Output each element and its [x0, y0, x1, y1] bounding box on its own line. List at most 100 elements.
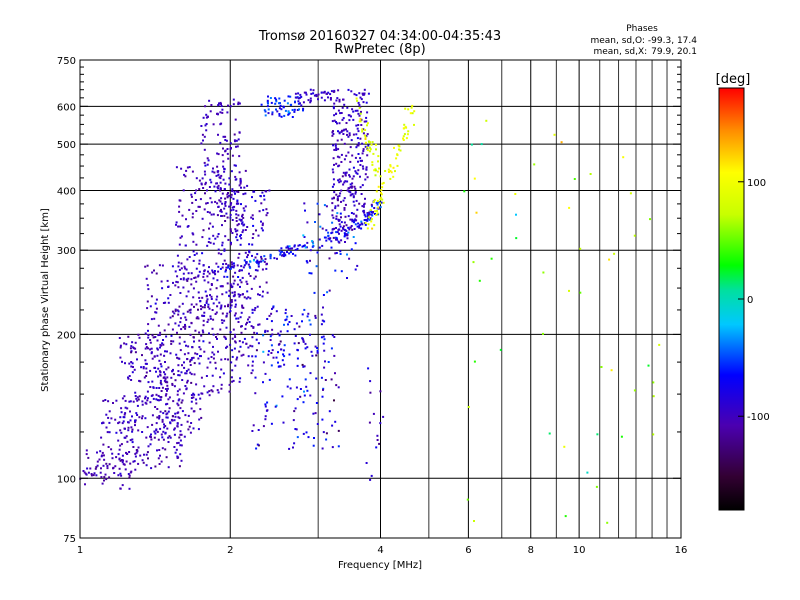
- data-point: [325, 438, 328, 441]
- data-point: [183, 173, 186, 176]
- data-point: [160, 344, 163, 347]
- data-point: [283, 114, 286, 117]
- data-point: [232, 295, 235, 298]
- data-point: [251, 430, 254, 432]
- data-point: [357, 169, 360, 172]
- data-point: [233, 293, 236, 296]
- data-point: [296, 96, 299, 99]
- data-point: [589, 173, 592, 175]
- data-point: [223, 249, 226, 252]
- data-point: [232, 103, 235, 106]
- data-point: [373, 207, 376, 209]
- data-point: [376, 212, 379, 215]
- data-point: [249, 266, 252, 269]
- data-point: [288, 321, 291, 323]
- data-point: [242, 229, 245, 232]
- data-point: [236, 283, 239, 286]
- data-point: [297, 92, 300, 95]
- data-point: [127, 421, 129, 424]
- data-point: [244, 251, 247, 254]
- data-point: [293, 442, 296, 445]
- data-point: [568, 206, 571, 209]
- data-point: [155, 393, 158, 396]
- data-point: [335, 231, 338, 234]
- data-point: [313, 291, 316, 294]
- data-point: [218, 301, 221, 304]
- data-point: [159, 454, 161, 457]
- data-point: [85, 453, 88, 456]
- data-point: [297, 102, 300, 105]
- data-point: [365, 135, 368, 138]
- data-point: [515, 237, 518, 240]
- data-point: [211, 351, 214, 354]
- data-point: [151, 334, 154, 337]
- data-point: [325, 239, 328, 242]
- data-point: [144, 362, 147, 365]
- data-point: [278, 343, 281, 345]
- data-point: [146, 390, 149, 393]
- data-point: [123, 463, 126, 466]
- data-point: [205, 123, 208, 125]
- data-point: [333, 183, 335, 186]
- data-point: [633, 234, 636, 237]
- data-point: [245, 280, 248, 283]
- data-point: [200, 376, 203, 379]
- data-point: [223, 214, 226, 217]
- data-point: [231, 380, 234, 383]
- data-point: [242, 207, 245, 210]
- data-point: [239, 182, 242, 185]
- data-point: [296, 398, 299, 401]
- data-point: [132, 366, 134, 368]
- data-point: [300, 95, 303, 98]
- data-point: [281, 359, 284, 362]
- colorbar-tick-label: 100: [747, 178, 766, 189]
- data-point: [176, 275, 179, 278]
- data-point: [228, 294, 231, 297]
- data-point: [340, 112, 343, 114]
- data-point: [185, 387, 188, 390]
- data-point: [235, 190, 238, 193]
- data-point: [227, 104, 229, 107]
- data-point: [131, 371, 134, 374]
- data-point: [542, 332, 544, 335]
- data-point: [240, 281, 243, 284]
- data-point: [252, 217, 254, 220]
- data-point: [262, 290, 264, 293]
- data-point: [347, 215, 350, 218]
- data-point: [307, 436, 310, 439]
- data-point: [341, 118, 344, 121]
- data-point: [362, 209, 365, 212]
- data-point: [367, 223, 370, 226]
- data-point: [346, 180, 349, 183]
- data-point: [245, 342, 248, 345]
- data-point: [364, 145, 367, 148]
- data-point: [220, 103, 222, 105]
- data-point: [186, 225, 189, 228]
- data-point: [230, 147, 232, 149]
- data-point: [189, 431, 192, 434]
- data-point: [135, 412, 138, 415]
- data-point: [255, 447, 258, 450]
- data-point: [282, 349, 285, 352]
- data-point: [135, 397, 138, 400]
- data-point: [178, 465, 181, 468]
- data-point: [120, 431, 123, 434]
- data-point: [108, 431, 111, 434]
- data-point: [251, 336, 254, 339]
- data-point: [135, 449, 138, 451]
- data-point: [155, 272, 158, 275]
- data-point: [344, 203, 347, 206]
- data-point: [337, 148, 340, 151]
- data-point: [159, 374, 162, 377]
- data-point: [178, 210, 181, 213]
- data-point: [179, 433, 182, 436]
- data-point: [278, 114, 281, 117]
- data-point: [335, 384, 338, 387]
- data-point: [347, 114, 350, 117]
- data-point: [164, 301, 167, 304]
- data-point: [277, 361, 279, 364]
- data-point: [304, 91, 307, 94]
- data-point: [249, 275, 252, 277]
- data-point: [350, 193, 353, 196]
- data-point: [201, 236, 204, 239]
